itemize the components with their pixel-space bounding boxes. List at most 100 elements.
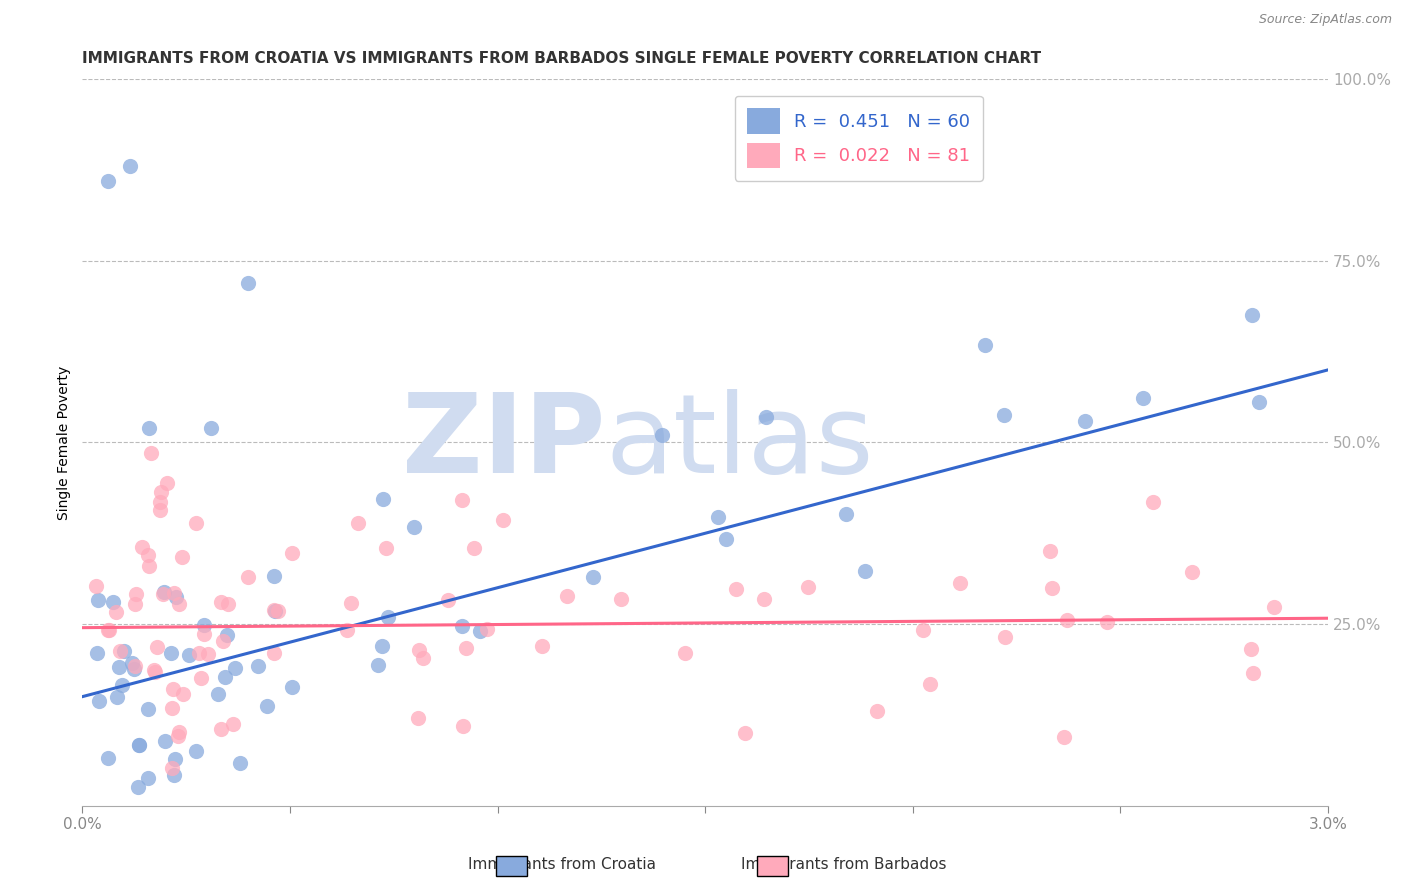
Point bbox=[347, 516, 370, 530]
Point bbox=[131, 540, 153, 554]
Point bbox=[108, 660, 131, 674]
Point bbox=[138, 559, 160, 574]
Point bbox=[706, 510, 728, 524]
Point bbox=[651, 427, 673, 442]
Point bbox=[1132, 392, 1154, 406]
Point bbox=[217, 597, 239, 611]
Point bbox=[112, 644, 135, 658]
Point bbox=[367, 658, 389, 673]
Point bbox=[263, 604, 285, 618]
Point bbox=[105, 690, 128, 704]
Point bbox=[160, 701, 183, 715]
Point bbox=[1181, 565, 1204, 579]
Point bbox=[463, 541, 485, 556]
Point bbox=[84, 579, 107, 593]
Point bbox=[263, 646, 285, 660]
Point bbox=[468, 624, 491, 639]
Point bbox=[236, 570, 259, 584]
Point bbox=[138, 549, 160, 563]
Point bbox=[406, 711, 429, 725]
Point bbox=[111, 678, 134, 692]
Point bbox=[450, 492, 472, 507]
Point bbox=[835, 507, 858, 521]
Point bbox=[97, 751, 120, 765]
Point bbox=[211, 634, 233, 648]
Point bbox=[949, 576, 972, 591]
Point bbox=[187, 646, 209, 660]
Point bbox=[492, 513, 515, 527]
Point bbox=[1056, 614, 1078, 628]
Point bbox=[153, 585, 176, 599]
Point bbox=[98, 623, 121, 637]
Point bbox=[734, 726, 756, 740]
Point bbox=[1039, 544, 1062, 558]
Point bbox=[340, 596, 363, 610]
Point bbox=[451, 618, 474, 632]
Point bbox=[122, 662, 145, 676]
Y-axis label: Single Female Poverty: Single Female Poverty bbox=[58, 366, 72, 520]
Point bbox=[165, 752, 187, 766]
Point bbox=[1263, 600, 1285, 615]
Point bbox=[247, 659, 270, 673]
Text: Immigrants from Croatia: Immigrants from Croatia bbox=[468, 857, 657, 872]
Point bbox=[118, 160, 141, 174]
Point bbox=[177, 648, 200, 663]
Point bbox=[190, 671, 212, 685]
Text: IMMIGRANTS FROM CROATIA VS IMMIGRANTS FROM BARBADOS SINGLE FEMALE POVERTY CORREL: IMMIGRANTS FROM CROATIA VS IMMIGRANTS FR… bbox=[83, 51, 1042, 66]
Point bbox=[139, 446, 162, 460]
Point bbox=[221, 716, 243, 731]
Point bbox=[97, 624, 120, 638]
Point bbox=[163, 768, 186, 782]
Point bbox=[167, 724, 190, 739]
Point bbox=[994, 630, 1017, 644]
Point bbox=[105, 605, 128, 619]
Point bbox=[797, 581, 820, 595]
Point bbox=[477, 622, 499, 636]
Point bbox=[1241, 308, 1264, 322]
Point bbox=[160, 760, 183, 774]
Point bbox=[167, 597, 190, 611]
Point bbox=[1074, 414, 1097, 428]
Point bbox=[724, 582, 747, 597]
Point bbox=[1142, 495, 1164, 509]
Point bbox=[610, 591, 633, 606]
Point bbox=[281, 546, 304, 560]
Point bbox=[209, 723, 232, 737]
Point bbox=[530, 639, 553, 653]
Point bbox=[335, 623, 357, 637]
Point bbox=[193, 617, 215, 632]
Point bbox=[184, 744, 207, 758]
Point bbox=[125, 586, 148, 600]
Point bbox=[377, 609, 399, 624]
Point bbox=[172, 687, 194, 701]
Point bbox=[224, 661, 246, 675]
Point bbox=[1240, 641, 1263, 656]
Point bbox=[97, 174, 120, 188]
Point bbox=[437, 593, 460, 607]
Point bbox=[371, 640, 394, 654]
Point bbox=[149, 503, 172, 517]
Point bbox=[214, 671, 236, 685]
Point bbox=[1053, 730, 1076, 744]
Point bbox=[200, 421, 222, 435]
Point bbox=[974, 338, 997, 352]
Point bbox=[865, 704, 887, 718]
Text: atlas: atlas bbox=[606, 389, 875, 496]
Point bbox=[229, 756, 252, 771]
Point bbox=[1097, 615, 1119, 629]
Legend: R =  0.451   N = 60, R =  0.022   N = 81: R = 0.451 N = 60, R = 0.022 N = 81 bbox=[734, 95, 983, 181]
Point bbox=[193, 626, 215, 640]
Point bbox=[124, 597, 146, 611]
Point bbox=[207, 687, 229, 701]
Point bbox=[752, 591, 775, 606]
Point bbox=[186, 516, 208, 531]
Point bbox=[404, 520, 426, 534]
Point bbox=[148, 494, 170, 508]
Point bbox=[412, 650, 434, 665]
Point bbox=[263, 603, 285, 617]
Point bbox=[87, 592, 110, 607]
Point bbox=[555, 589, 578, 603]
Point bbox=[375, 541, 398, 555]
Point bbox=[136, 701, 159, 715]
Point bbox=[155, 476, 177, 491]
